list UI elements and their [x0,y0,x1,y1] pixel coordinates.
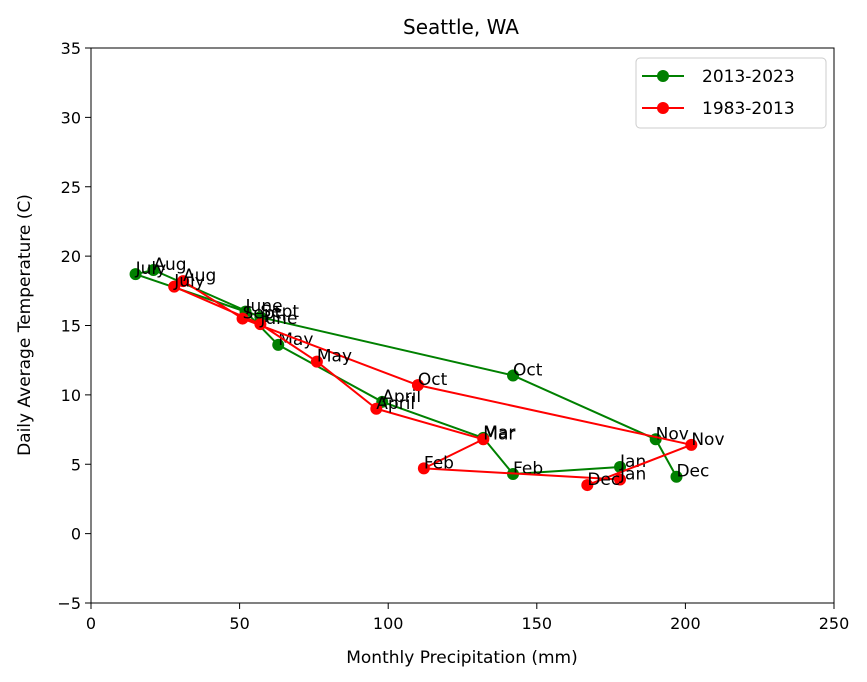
data-point [411,379,424,392]
x-tick-label: 50 [229,614,249,633]
y-tick-label: 25 [61,178,81,197]
point-label: Dec [676,462,709,482]
chart-title: Seattle, WA [403,15,519,39]
data-point [272,338,285,351]
y-axis: −5 0 5 10 15 20 25 30 35 [57,39,91,613]
y-tick-label: 10 [61,386,81,405]
y-axis-label: Daily Average Temperature (C) [15,194,35,456]
point-label: July [135,259,167,279]
y-tick-label: 15 [61,317,81,336]
y-tick-label: 20 [61,247,81,266]
y-tick-label: 35 [61,39,81,58]
data-point [614,473,627,486]
data-point [670,470,683,483]
point-label: April [376,394,415,414]
data-point [581,479,594,492]
plot-area [90,47,835,604]
point-label: Jan [619,465,646,485]
data-point [310,355,323,368]
data-point [685,438,698,451]
point-label: July [173,272,205,292]
x-tick-label: 150 [522,614,553,633]
y-tick-label: 5 [71,455,81,474]
data-point [236,312,249,325]
point-label: Dec [587,470,620,490]
y-tick-label: −5 [57,594,81,613]
x-tick-label: 200 [670,614,701,633]
point-label: Mar [483,423,515,443]
point-label: May [317,347,352,367]
point-label: Oct [513,360,543,380]
point-label: April [382,387,421,407]
y-tick-label: 30 [61,108,81,127]
point-label: Sept [260,302,299,322]
point-label: Oct [418,370,448,390]
data-point [254,318,267,331]
legend-label: 1983-2013 [702,99,795,119]
point-label: Feb [424,453,454,473]
data-point [477,433,490,446]
point-label: Jan [619,452,646,472]
legend-swatch-marker [657,102,669,114]
data-point [147,264,160,276]
data-point [614,461,627,474]
legend: 2013-2023 1983-2013 [635,57,827,129]
data-point [168,280,181,293]
series-line [173,280,693,486]
x-axis: 0 50 100 150 200 250 [86,603,849,633]
x-axis-label: Monthly Precipitation (mm) [346,648,578,668]
point-label: Aug [183,266,216,286]
series-layer: JanFebMarAprilMayJuneJulyAugSeptOctNovDe… [129,255,725,492]
data-point [417,462,430,475]
data-point [370,402,383,415]
data-point [177,275,190,288]
y-tick-label: 0 [71,525,81,544]
x-tick-label: 0 [86,614,96,633]
point-label: Mar [483,424,515,444]
point-label: Feb [513,459,543,479]
point-label: Aug [153,255,186,275]
data-point [507,369,520,382]
point-label: Sept [243,304,282,324]
legend-swatch-marker [657,70,669,82]
point-label: Nov [691,430,724,450]
x-tick-label: 100 [373,614,404,633]
x-tick-label: 250 [819,614,850,633]
legend-label: 2013-2023 [702,67,795,87]
point-label: June [259,309,297,329]
point-label: June [245,297,283,317]
data-point [129,268,142,281]
series-line [134,269,678,478]
